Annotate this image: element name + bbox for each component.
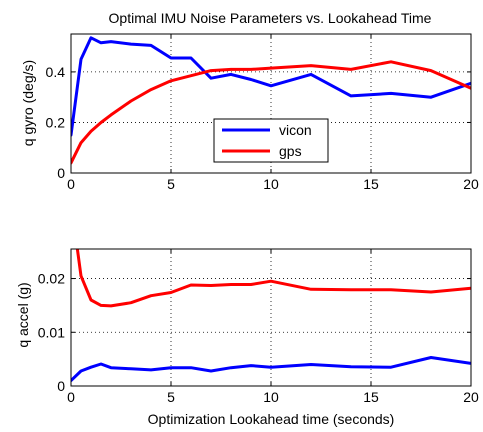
accel-grid — [71, 249, 471, 386]
figure-title: Optimal IMU Noise Parameters vs. Lookahe… — [109, 10, 432, 26]
accel-ticks: 0 5 10 15 20 0 0.01 0.02 — [38, 249, 479, 405]
gyro-x-tick-label: 0 — [67, 176, 75, 192]
accel-series — [71, 249, 471, 383]
accel-panel: 0 5 10 15 20 0 0.01 0.02 q accel (g) Optimizati… — [15, 248, 479, 427]
gyro-series-line-vicon — [71, 36, 471, 137]
legend: vicon gps — [213, 118, 329, 163]
gyro-x-tick-label: 15 — [363, 176, 379, 192]
x-axis-title: Optimization Lookahead time (seconds) — [148, 411, 395, 427]
gyro-y-axis-title: q gyro (deg/s) — [20, 60, 36, 146]
legend-label-vicon: vicon — [279, 122, 312, 138]
gyro-y-tick-label: 0 — [57, 165, 65, 181]
accel-x-tick-label: 15 — [363, 389, 379, 405]
gyro-plot-frame — [70, 33, 472, 174]
gyro-y-tick-label: 0.4 — [46, 64, 66, 80]
legend-label-gps: gps — [279, 143, 302, 159]
gyro-panel: 0 5 10 15 20 0 0.2 0.4 q gyro (deg/s) vicon gps — [20, 33, 479, 192]
accel-x-tick-label: 10 — [263, 389, 279, 405]
accel-x-tick-label: 0 — [67, 389, 75, 405]
gyro-y-tick-label: 0.2 — [46, 114, 66, 130]
gyro-series-line-gps — [71, 60, 471, 165]
accel-x-tick-label: 5 — [167, 389, 175, 405]
accel-plot-frame — [70, 248, 472, 387]
gyro-series — [71, 36, 471, 165]
accel-series-line-vicon — [71, 356, 471, 383]
legend-box — [213, 118, 329, 163]
accel-x-tick-label: 20 — [463, 389, 479, 405]
accel-series-line-gps — [75, 249, 471, 308]
accel-y-tick-label: 0.02 — [38, 271, 65, 287]
accel-y-tick-label: 0.01 — [38, 324, 65, 340]
accel-y-axis-title: q accel (g) — [15, 282, 31, 347]
accel-y-tick-label: 0 — [57, 378, 65, 394]
gyro-x-tick-label: 10 — [263, 176, 279, 192]
gyro-x-tick-label: 20 — [463, 176, 479, 192]
gyro-x-tick-label: 5 — [167, 176, 175, 192]
gyro-ticks: 0 5 10 15 20 0 0.2 0.4 — [46, 34, 479, 192]
